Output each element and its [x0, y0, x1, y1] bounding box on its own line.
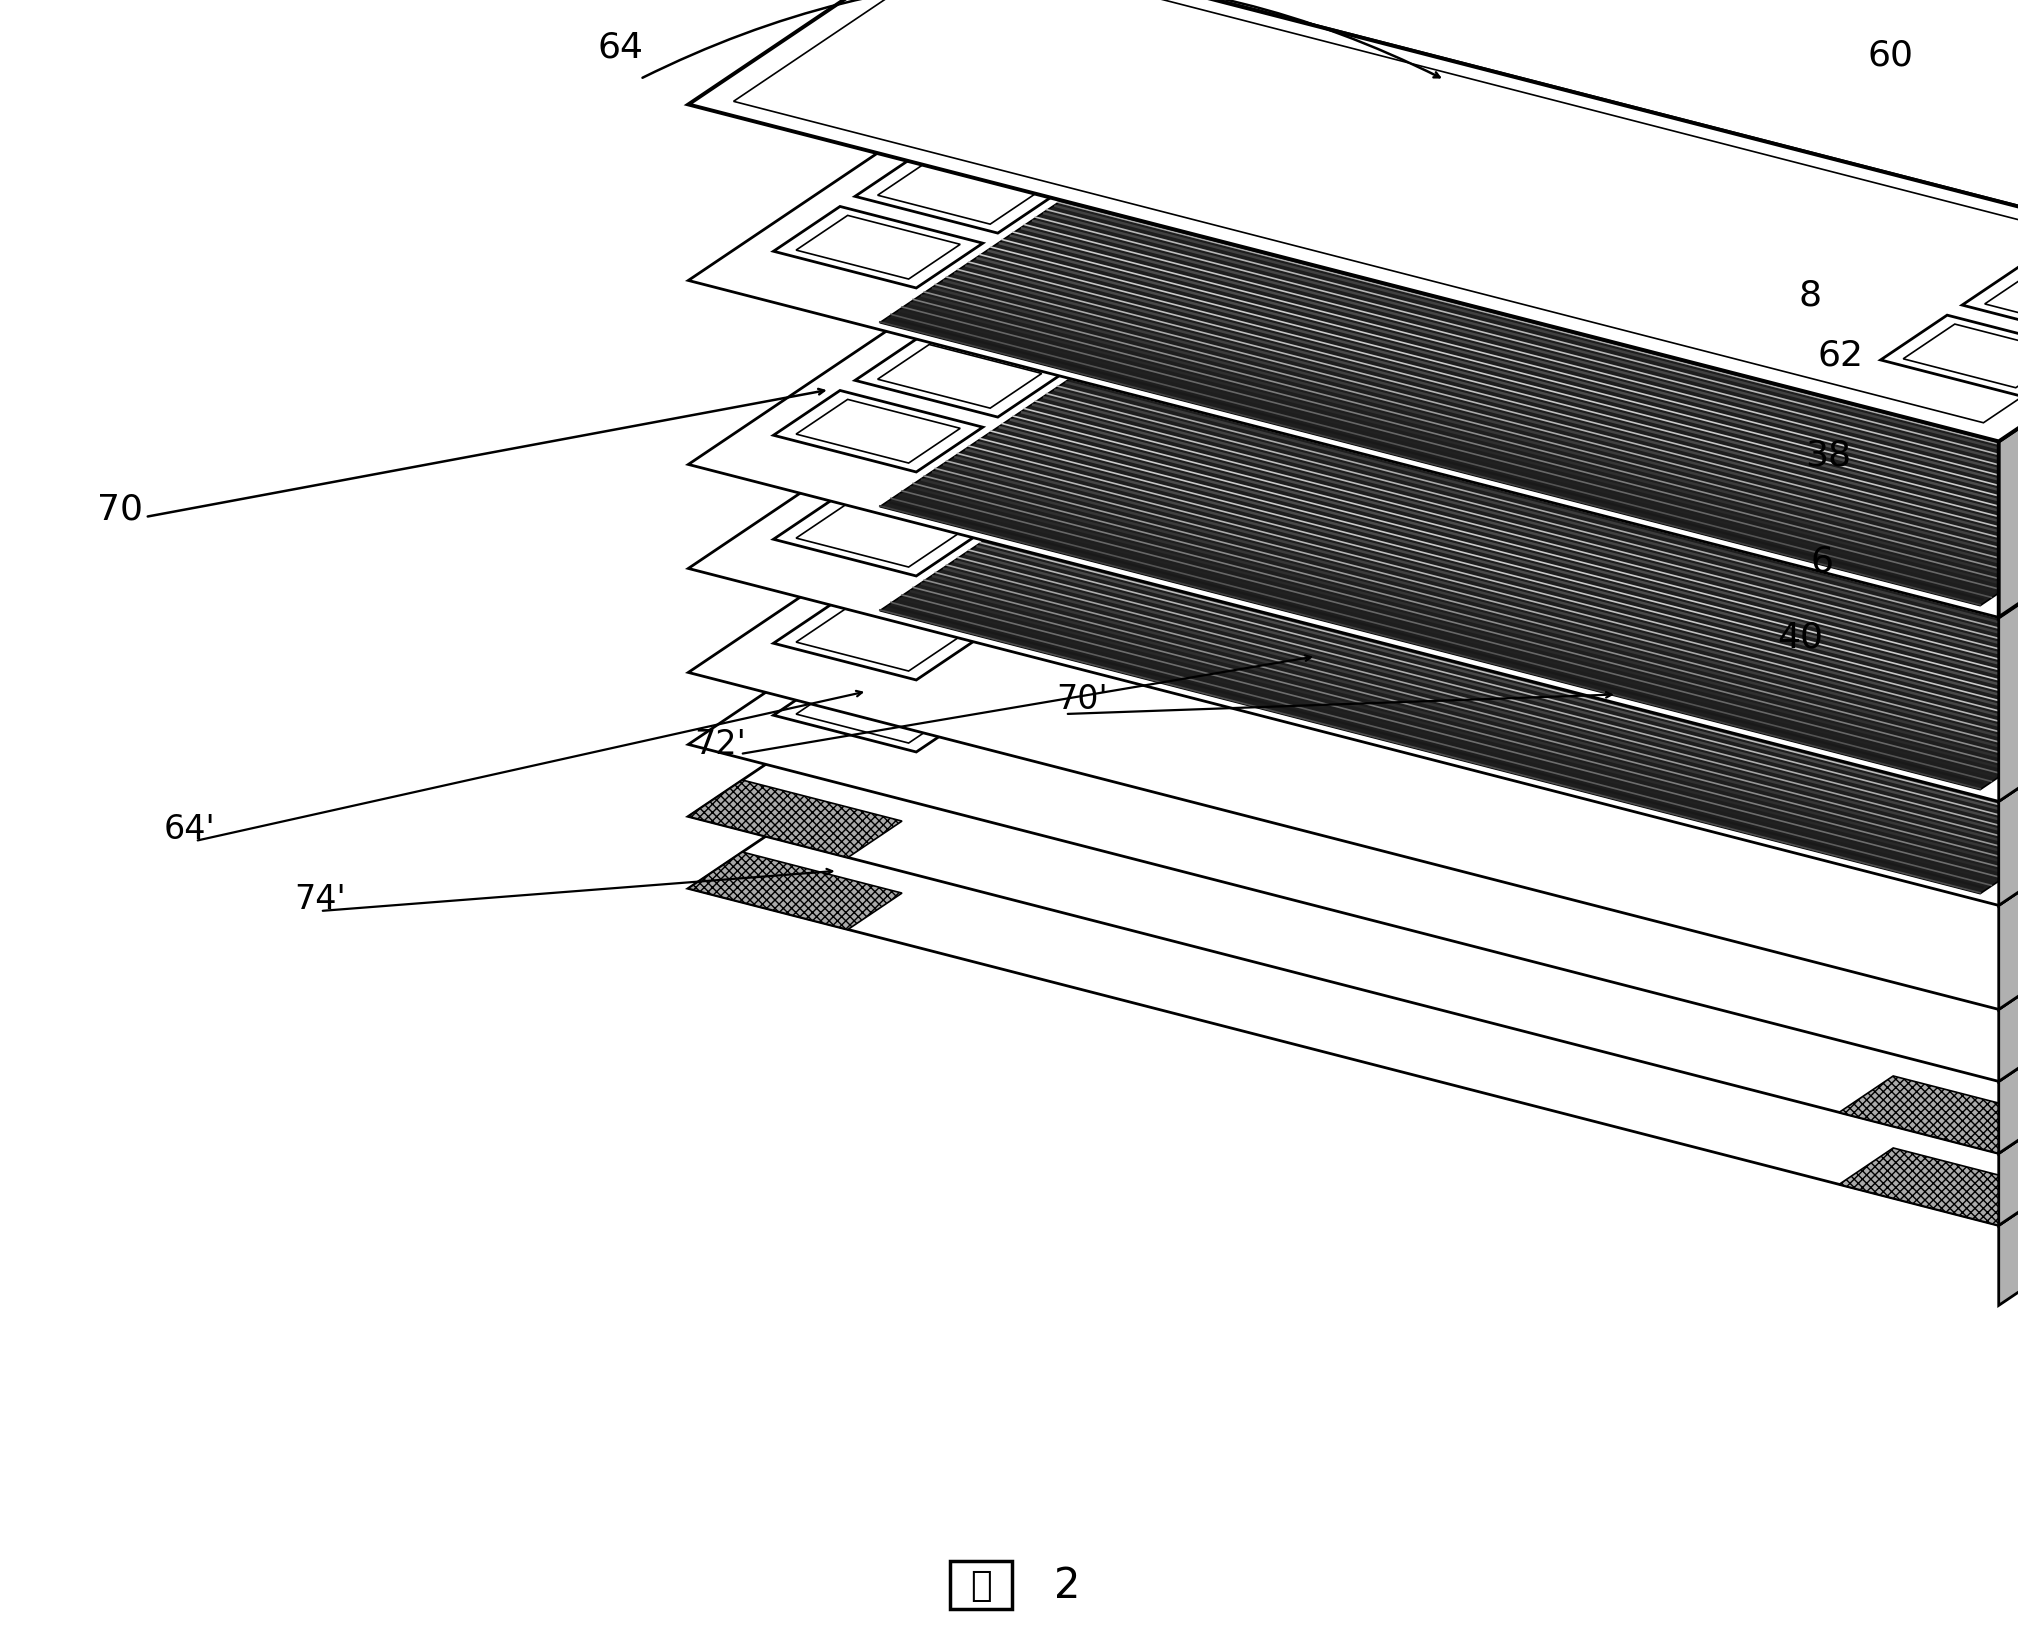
Polygon shape: [878, 449, 1041, 513]
Polygon shape: [1838, 1077, 2018, 1154]
Polygon shape: [1986, 270, 2018, 334]
Polygon shape: [1998, 628, 2018, 906]
Polygon shape: [1903, 685, 2018, 749]
Text: 62: 62: [1816, 338, 1863, 372]
Polygon shape: [688, 644, 2018, 1154]
Text: 70': 70': [1055, 683, 1108, 716]
Polygon shape: [946, 644, 2018, 1052]
Polygon shape: [880, 343, 2018, 790]
Text: 38: 38: [1804, 438, 1851, 472]
Polygon shape: [856, 441, 1063, 521]
Polygon shape: [946, 292, 2018, 733]
Text: 70: 70: [97, 493, 143, 526]
Polygon shape: [1838, 1149, 2018, 1226]
Text: 72': 72': [694, 728, 747, 760]
Polygon shape: [1998, 980, 2018, 1226]
Polygon shape: [688, 0, 2018, 443]
Polygon shape: [795, 680, 961, 744]
Polygon shape: [946, 715, 2018, 1133]
Polygon shape: [878, 161, 1041, 225]
Polygon shape: [688, 572, 2018, 1082]
Polygon shape: [1903, 502, 2018, 564]
Polygon shape: [688, 108, 2018, 618]
Polygon shape: [1961, 621, 2018, 703]
Text: 60: 60: [1867, 38, 1913, 72]
Polygon shape: [1986, 629, 2018, 693]
Polygon shape: [1998, 444, 2018, 801]
Polygon shape: [795, 216, 961, 280]
Polygon shape: [946, 108, 2018, 628]
Polygon shape: [1998, 836, 2018, 1082]
Polygon shape: [773, 207, 983, 288]
Text: 8: 8: [1798, 279, 1822, 311]
Polygon shape: [1881, 492, 2018, 574]
Polygon shape: [1881, 675, 2018, 757]
Text: 6: 6: [1810, 544, 1834, 579]
Polygon shape: [946, 500, 2018, 908]
Text: 2: 2: [1053, 1564, 1080, 1606]
Polygon shape: [1998, 269, 2018, 618]
Polygon shape: [1986, 446, 2018, 510]
Polygon shape: [1903, 325, 2018, 388]
Polygon shape: [773, 495, 983, 577]
Polygon shape: [688, 715, 2018, 1226]
Polygon shape: [880, 447, 2018, 895]
Polygon shape: [688, 292, 2018, 801]
Polygon shape: [856, 152, 1063, 234]
Text: 74': 74': [295, 883, 345, 916]
Polygon shape: [1998, 1052, 2018, 1306]
Polygon shape: [878, 554, 1041, 616]
Polygon shape: [892, 715, 1106, 793]
Polygon shape: [773, 392, 983, 472]
Polygon shape: [878, 624, 1041, 688]
Polygon shape: [1961, 261, 2018, 343]
Polygon shape: [946, 395, 2018, 836]
Bar: [950, 1560, 1011, 1609]
Polygon shape: [856, 544, 1063, 626]
Polygon shape: [688, 780, 902, 857]
Polygon shape: [946, 572, 2018, 980]
Text: 64: 64: [597, 31, 644, 66]
Polygon shape: [773, 600, 983, 680]
Polygon shape: [795, 608, 961, 672]
Polygon shape: [1881, 316, 2018, 397]
Polygon shape: [856, 336, 1063, 418]
Text: 64': 64': [163, 813, 216, 846]
Polygon shape: [856, 616, 1063, 698]
Polygon shape: [688, 852, 902, 929]
Text: 40: 40: [1778, 621, 1822, 654]
Polygon shape: [878, 346, 1041, 408]
Polygon shape: [688, 500, 2018, 1010]
Text: 图: 图: [971, 1569, 991, 1601]
Polygon shape: [688, 395, 2018, 906]
Polygon shape: [795, 400, 961, 464]
Polygon shape: [1998, 733, 2018, 1010]
Polygon shape: [795, 505, 961, 567]
Polygon shape: [1998, 908, 2018, 1154]
Polygon shape: [1961, 438, 2018, 518]
Polygon shape: [880, 159, 2018, 606]
Polygon shape: [773, 670, 983, 752]
Polygon shape: [946, 0, 2018, 444]
Polygon shape: [892, 644, 1106, 721]
